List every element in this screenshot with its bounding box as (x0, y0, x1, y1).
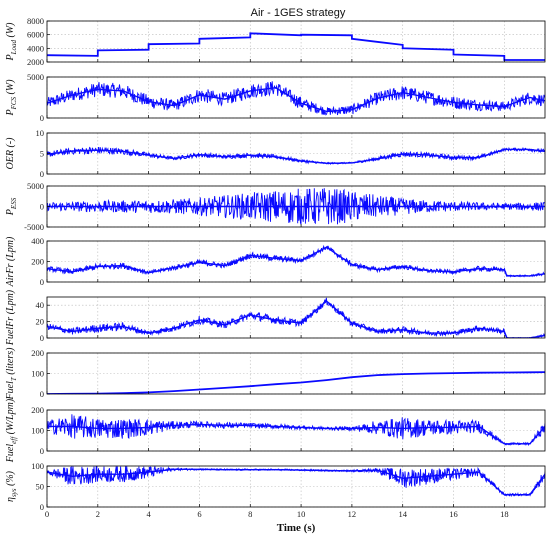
series-mean-fueleff (47, 423, 545, 445)
ylabel-oer: OER (-) (5, 137, 16, 170)
xtick-label-2: 4 (147, 509, 152, 519)
xtick-label-3: 6 (197, 509, 201, 519)
ytick-label-fuelt-0: 0 (40, 389, 44, 399)
series-mean-eta (47, 468, 545, 496)
ylabel-fueleff: Fueleff (W/Lpm) (5, 398, 18, 463)
ytick-label-eta-1: 50 (36, 482, 45, 492)
ylabel-eta: ηsys (%) (5, 470, 18, 502)
series-mean-pfc (47, 86, 545, 113)
series-line-oer (47, 146, 545, 166)
axes-frame-pfc (46, 76, 546, 119)
ytick-label-pss-0: -5000 (24, 222, 44, 232)
ytick-label-pload-0: 2000 (27, 57, 44, 67)
series-line-pfc (47, 81, 545, 116)
ytick-label-pfc-1: 5000 (27, 72, 44, 82)
xtick-label-6: 12 (348, 509, 357, 519)
ylabel-fuelfr: FuelFr (Lpm) (5, 289, 16, 346)
ytick-label-oer-0: 0 (40, 169, 44, 179)
xtick-label-1: 2 (96, 509, 100, 519)
ytick-label-fueleff-1: 100 (31, 426, 44, 436)
series-line-fuelfr (47, 297, 545, 338)
ytick-label-airfr-1: 200 (31, 257, 44, 267)
axes-frame-pload (46, 20, 546, 63)
panel-fuelfr: 0 20 40 FuelFr (Lpm) (5, 289, 546, 346)
panel-airfr: 0 200 400 AirFr (Lpm) (5, 236, 546, 287)
panel-fueleff: 0 100 200 Fueleff (W/Lpm) (5, 398, 546, 463)
series-mean-airfr (47, 246, 545, 277)
series-line-pload (47, 32, 545, 61)
ytick-label-fueleff-0: 0 (40, 446, 44, 456)
ytick-label-fuelt-2: 200 (31, 348, 44, 358)
panel-fuelt: 0 100 200 FuelT (liters) (5, 347, 546, 401)
ylabel-pfc: PFCS (W) (5, 79, 18, 117)
series-line-fueleff (47, 414, 545, 447)
xtick-label-0: 0 (45, 509, 49, 519)
series-line-pss (47, 188, 545, 225)
xtick-label-8: 16 (449, 509, 458, 519)
ytick-label-airfr-2: 400 (31, 236, 44, 246)
panel-eta: 0 50 100 ηsys (%) 0 2 4 6 8 10 12 14 16 18 (5, 461, 546, 519)
ytick-label-airfr-0: 0 (40, 277, 44, 287)
ytick-label-fuelfr-1: 20 (36, 317, 45, 327)
ytick-label-oer-1: 5 (40, 149, 44, 159)
xtick-label-7: 14 (398, 509, 407, 519)
series-mean-fuelfr (47, 300, 545, 338)
series-mean-oer (47, 148, 545, 165)
ytick-label-pss-1: 0 (40, 202, 44, 212)
panel-pfc: 0 5000 PFCS (W) (5, 72, 546, 123)
ytick-label-fuelt-1: 100 (31, 369, 44, 379)
panel-pss: -5000 0 5000 PESS (5, 181, 546, 232)
ytick-label-pfc-0: 0 (40, 113, 44, 123)
ylabel-pload: PLoad (W) (5, 22, 18, 62)
ylabel-fuelt: FuelT (liters) (5, 347, 18, 401)
ytick-label-pload-2: 6000 (27, 30, 44, 40)
ytick-label-fueleff-2: 200 (31, 405, 44, 415)
chart-title: Air - 1GES strategy (251, 7, 346, 19)
ytick-label-pss-2: 5000 (27, 181, 44, 191)
ytick-label-fuelfr-0: 0 (40, 333, 44, 343)
panel-oer: 0 5 10 OER (-) (5, 128, 546, 179)
ytick-label-pload-1: 4000 (27, 43, 44, 53)
ytick-label-eta-0: 0 (40, 502, 44, 512)
ylabel-pss: PESS (5, 197, 18, 216)
ytick-label-fuelfr-2: 40 (36, 300, 45, 310)
panel-pload: 2000 4000 6000 8000 PLoad (W) (5, 16, 546, 67)
series-line-fuelt (47, 371, 545, 394)
ytick-label-eta-2: 100 (31, 461, 44, 471)
axes-frame-fuelfr (46, 296, 546, 339)
xtick-label-5: 10 (297, 509, 306, 519)
x-axis-label: Time (s) (277, 522, 316, 534)
xtick-label-9: 18 (500, 509, 509, 519)
ylabel-airfr: AirFr (Lpm) (5, 236, 16, 287)
ytick-label-pload-3: 8000 (27, 16, 44, 26)
xtick-label-4: 8 (248, 509, 252, 519)
ytick-label-oer-2: 10 (36, 128, 45, 138)
